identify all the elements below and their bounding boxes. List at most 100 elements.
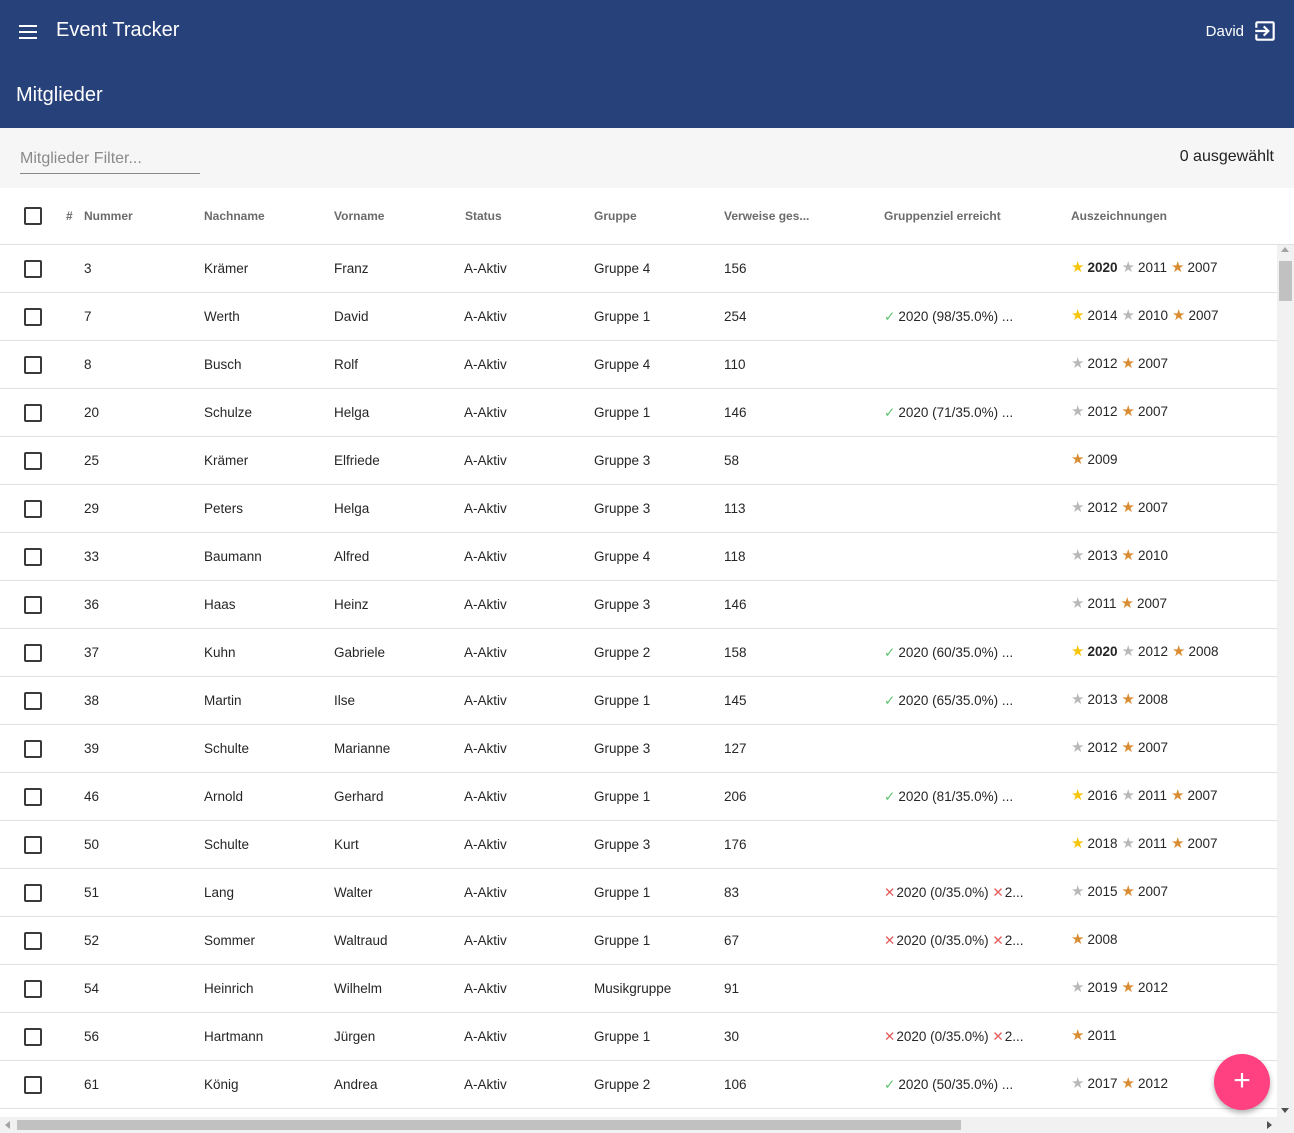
select-all-checkbox[interactable]: [24, 207, 42, 225]
table-row[interactable]: 61 König Andrea A-Aktiv Gruppe 2 106 ✓ 2020 (50…: [0, 1061, 1277, 1109]
row-checkbox[interactable]: [24, 1076, 42, 1094]
cell-status: A-Aktiv: [464, 453, 507, 468]
cell-verweise: 58: [724, 453, 740, 468]
app-title: Event Tracker: [56, 19, 180, 41]
vertical-scrollbar[interactable]: [1277, 245, 1294, 1117]
row-checkbox[interactable]: [24, 500, 42, 518]
row-checkbox[interactable]: [24, 452, 42, 470]
table-row[interactable]: 8 Busch Rolf A-Aktiv Gruppe 4 110 ★ 2012 ★ 2007: [0, 341, 1277, 389]
col-header-vorname[interactable]: Vorname: [334, 209, 385, 223]
cell-nachname: Busch: [204, 357, 242, 372]
cell-gruppenziel: ✓ 2020 (71/35.0%) ...: [884, 405, 1013, 421]
award-year: 2017: [1087, 1076, 1118, 1091]
table-row[interactable]: 38 Martin Ilse A-Aktiv Gruppe 1 145 ✓ 2020 (65/…: [0, 677, 1277, 725]
horizontal-scrollbar[interactable]: [0, 1117, 1277, 1133]
row-checkbox[interactable]: [24, 692, 42, 710]
award-badge: ★ 2012: [1122, 644, 1169, 659]
award-year: 2011: [1137, 260, 1167, 275]
cell-status: A-Aktiv: [464, 1077, 507, 1092]
row-checkbox[interactable]: [24, 932, 42, 950]
row-checkbox[interactable]: [24, 404, 42, 422]
scroll-left-arrow-icon[interactable]: [5, 1121, 10, 1129]
row-checkbox[interactable]: [24, 644, 42, 662]
row-checkbox[interactable]: [24, 836, 42, 854]
row-checkbox[interactable]: [24, 740, 42, 758]
vertical-scroll-thumb[interactable]: [1279, 261, 1292, 301]
cell-auszeichnungen: ★ 2020 ★ 2012 ★ 2008: [1071, 644, 1223, 659]
bronze-star-icon: ★: [1121, 499, 1135, 516]
cell-nummer: 36: [84, 597, 100, 612]
award-year: 2009: [1087, 452, 1118, 467]
scroll-down-arrow-icon[interactable]: [1281, 1108, 1289, 1113]
silver-star-icon: ★: [1071, 595, 1085, 612]
cell-nachname: Schulte: [204, 837, 250, 852]
col-header-gruppe[interactable]: Gruppe: [594, 209, 637, 223]
cell-gruppe: Gruppe 3: [594, 453, 651, 468]
goal-text: 2020 (0/35.0%): [896, 933, 989, 948]
goal-text: 2020 (65/35.0%) ...: [898, 693, 1014, 708]
cell-nachname: Krämer: [204, 453, 249, 468]
col-header-hash[interactable]: #: [66, 209, 73, 223]
row-checkbox[interactable]: [24, 1028, 42, 1046]
award-badge: ★ 2019: [1071, 980, 1118, 995]
award-year: 2013: [1087, 692, 1118, 707]
col-header-nachname[interactable]: Nachname: [204, 209, 265, 223]
award-badge: ★ 2007: [1122, 500, 1169, 515]
table-row[interactable]: 20 Schulze Helga A-Aktiv Gruppe 1 146 ✓ 2020 (7…: [0, 389, 1277, 437]
cell-gruppenziel: ✕2020 (0/35.0%) ✕2...: [884, 933, 1023, 949]
scroll-up-arrow-icon[interactable]: [1281, 247, 1289, 252]
row-checkbox[interactable]: [24, 980, 42, 998]
award-badge: ★ 2020: [1071, 644, 1118, 659]
row-checkbox[interactable]: [24, 308, 42, 326]
row-checkbox[interactable]: [24, 356, 42, 374]
col-header-gruppenziel[interactable]: Gruppenziel erreicht: [884, 209, 1001, 223]
table-row[interactable]: 29 Peters Helga A-Aktiv Gruppe 3 113 ★ 2012 ★ 200…: [0, 485, 1277, 533]
cell-status: A-Aktiv: [464, 1029, 507, 1044]
table-row[interactable]: 54 Heinrich Wilhelm A-Aktiv Musikgruppe 91 ★ 20…: [0, 965, 1277, 1013]
table-row[interactable]: 36 Haas Heinz A-Aktiv Gruppe 3 146 ★ 2011 ★ 2007: [0, 581, 1277, 629]
cell-verweise: 254: [724, 309, 747, 324]
silver-star-icon: ★: [1071, 499, 1085, 516]
scroll-right-arrow-icon[interactable]: [1267, 1121, 1272, 1129]
table-row[interactable]: 51 Lang Walter A-Aktiv Gruppe 1 83 ✕2020 (0/35…: [0, 869, 1277, 917]
menu-icon[interactable]: [12, 16, 44, 48]
col-header-verweise[interactable]: Verweise ges...: [724, 209, 810, 223]
row-checkbox[interactable]: [24, 884, 42, 902]
cell-vorname: Ilse: [334, 693, 356, 708]
table-row[interactable]: 33 Baumann Alfred A-Aktiv Gruppe 4 118 ★ 2013 ★ 2…: [0, 533, 1277, 581]
col-header-nummer[interactable]: Nummer: [84, 209, 133, 223]
horizontal-scroll-thumb[interactable]: [17, 1120, 961, 1130]
cell-nachname: Sommer: [204, 933, 256, 948]
row-checkbox[interactable]: [24, 548, 42, 566]
table-row[interactable]: 56 Hartmann Jürgen A-Aktiv Gruppe 1 30 ✕2020 (…: [0, 1013, 1277, 1061]
row-checkbox[interactable]: [24, 596, 42, 614]
check-icon: ✓: [884, 645, 896, 660]
silver-star-icon: ★: [1121, 643, 1135, 660]
table-row[interactable]: 52 Sommer Waltraud A-Aktiv Gruppe 1 67 ✕2020 (…: [0, 917, 1277, 965]
row-checkbox[interactable]: [24, 788, 42, 806]
row-checkbox[interactable]: [24, 260, 42, 278]
award-badge: ★ 2008: [1172, 644, 1219, 659]
table-row[interactable]: 39 Schulte Marianne A-Aktiv Gruppe 3 127 ★ 2012…: [0, 725, 1277, 773]
col-header-auszeichnungen[interactable]: Auszeichnungen: [1071, 209, 1168, 223]
cell-nachname: Haas: [204, 597, 236, 612]
silver-star-icon: ★: [1071, 739, 1085, 756]
check-icon: ✓: [884, 789, 896, 804]
table-row[interactable]: 50 Schulte Kurt A-Aktiv Gruppe 3 176 ★ 2018 ★ 201…: [0, 821, 1277, 869]
col-header-status[interactable]: Status: [465, 209, 502, 223]
award-year: 2020: [1087, 260, 1118, 275]
table-row[interactable]: 25 Krämer Elfriede A-Aktiv Gruppe 3 58 ★ 2009: [0, 437, 1277, 485]
add-member-button[interactable]: +: [1214, 1054, 1270, 1110]
cell-auszeichnungen: ★ 2016 ★ 2011 ★ 2007: [1071, 788, 1221, 803]
award-badge: ★ 2011: [1122, 836, 1167, 851]
member-filter-input[interactable]: [20, 144, 200, 174]
cell-verweise: 127: [724, 741, 747, 756]
cell-nummer: 37: [84, 645, 100, 660]
table-row[interactable]: 3 Krämer Franz A-Aktiv Gruppe 4 156 ★ 2020 ★ 2011…: [0, 245, 1277, 293]
gold-star-icon: ★: [1071, 259, 1085, 276]
table-row[interactable]: 46 Arnold Gerhard A-Aktiv Gruppe 1 206 ✓ 2020 (…: [0, 773, 1277, 821]
silver-star-icon: ★: [1071, 403, 1085, 420]
logout-icon[interactable]: [1252, 18, 1278, 44]
table-row[interactable]: 7 Werth David A-Aktiv Gruppe 1 254 ✓ 2020 (98/3…: [0, 293, 1277, 341]
table-row[interactable]: 37 Kuhn Gabriele A-Aktiv Gruppe 2 158 ✓ 2020 (6…: [0, 629, 1277, 677]
